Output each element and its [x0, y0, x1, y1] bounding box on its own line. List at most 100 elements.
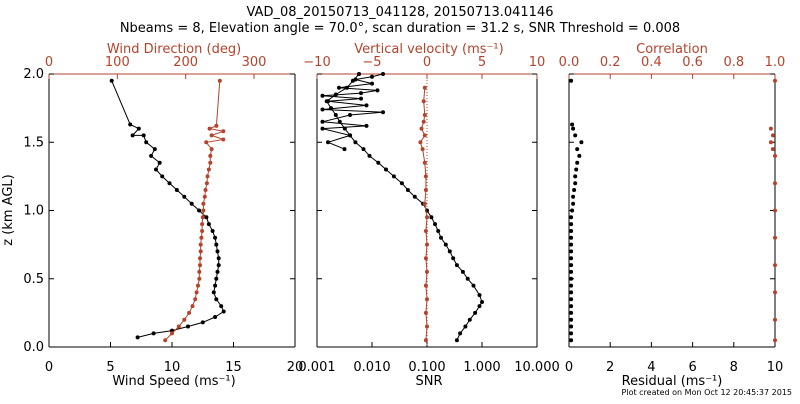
panel3-series-2-point [773, 338, 777, 343]
panel3-bottom-tick-label: 8 [730, 360, 738, 375]
panel2-series-1-point [429, 215, 434, 220]
panel2-series-2-point [423, 338, 428, 343]
panel3-series-2-point [773, 78, 777, 83]
panel2-series-2-point [422, 133, 427, 138]
panel1-series-2-point [163, 338, 168, 343]
panel2-series-2-point [423, 256, 428, 261]
panel3-series-2-point [773, 263, 777, 268]
panel3-series-2-point [773, 208, 777, 213]
figure-title-line1: VAD_08_20150713_041128, 20150713.041146 [247, 5, 554, 20]
panel1-series-2-point [187, 310, 192, 315]
y-tick-label: 1.5 [23, 135, 44, 150]
panel3-top-tick-label: 0.6 [682, 55, 703, 70]
panel3-series-1-point [571, 194, 576, 199]
panel2-series-3-point [337, 85, 341, 90]
panel3-bottom-axis-label: Residual (ms⁻¹) [622, 374, 723, 389]
panel2-series-3-point [359, 96, 363, 101]
panel3-bottom-tick-label: 6 [688, 360, 696, 375]
panel2-series-3-point [353, 77, 358, 82]
panel1-series-1-point [128, 122, 133, 127]
panel2-series-3-point [320, 107, 325, 112]
panel2-bottom-axis-label: SNR [415, 374, 442, 389]
panel1-series-1-point [213, 283, 218, 288]
panel3-series-1-point [569, 338, 574, 343]
panel3-series-1-point [569, 324, 574, 329]
y-axis-label: z (km AGL) [1, 174, 16, 245]
y-tick-label: 1.0 [23, 204, 44, 219]
panel3-series-2-point [768, 126, 773, 131]
panel1-bottom-axis-label: Wind Speed (ms⁻¹) [112, 374, 235, 389]
panel2-series-2-point [425, 242, 429, 247]
panel3-series-1-point [574, 167, 579, 172]
panel2-series-3-point [370, 74, 374, 79]
panel3-series-1-point [569, 276, 574, 281]
panel1-series-1-point [160, 174, 165, 179]
panel1-series-1-point [136, 126, 141, 131]
panel2-series-3-point [364, 103, 369, 108]
panel2-top-tick-label: −5 [362, 55, 381, 70]
panel1-top-tick-label: 0 [45, 55, 53, 70]
panel2-series-2-point [421, 99, 426, 104]
panel1-series-2-point [198, 242, 203, 247]
panel3-series-1-point [573, 133, 578, 138]
panel2-series-3-point [364, 123, 369, 128]
panel3-top-tick-label: 0.8 [723, 55, 744, 70]
panel3-series-1-point [575, 160, 580, 165]
panel1-series-2-line [164, 80, 226, 341]
panel1-series-1-point [157, 160, 162, 165]
panel1-series-2-point [196, 283, 200, 288]
panel2-series-1-point [412, 194, 417, 199]
panel2-series-3-point [326, 140, 330, 145]
panel2-series-3-point [381, 110, 385, 115]
panel2-series-2-point [425, 297, 429, 302]
panel3-top-tick-label: 0.0 [559, 55, 580, 70]
panel2-series-2-point [422, 85, 427, 90]
panel2-bottom-tick-label: 0.001 [298, 360, 335, 375]
panel2-series-2-point [423, 188, 428, 192]
panel3-top-axis-label: Correlation [636, 42, 708, 57]
panel1-top-tick-label: 100 [105, 55, 130, 70]
panel1-series-2-point [207, 126, 212, 131]
panel3-series-1-point [569, 317, 574, 322]
panel3-series-1-point [569, 235, 574, 240]
panel1-series-2-point [201, 201, 206, 206]
panel2-series-2-line [419, 87, 428, 341]
panel3-series-2-point [773, 181, 777, 186]
panel2-series-1-point [458, 331, 463, 336]
panel2-series-1-point [477, 304, 482, 309]
panel2-series-2-point [423, 310, 428, 315]
panel1-series-2-point [209, 133, 214, 138]
panel1-bottom-tick-label: 0 [45, 360, 53, 375]
panel3-series-2-point [773, 317, 777, 322]
panel3-series-1-point [569, 263, 574, 268]
panel2-series-1-point [361, 147, 366, 152]
panel2-series-1-point [465, 276, 470, 281]
panel1-series-1-point [213, 235, 218, 240]
panel2-series-1-point [405, 188, 410, 192]
panel2-series-1-point [454, 263, 459, 268]
panel1-series-2-point [198, 263, 202, 268]
panel3-series-1-point [569, 297, 574, 302]
panel2-series-3-point [342, 147, 347, 152]
panel1-series-2-point [203, 188, 208, 192]
panel2-bottom-tick-label: 0.100 [408, 360, 445, 375]
panel1-series-2-point [204, 181, 209, 186]
panel2-series-1-point [467, 317, 472, 322]
panel3-series-1-point [569, 78, 574, 83]
panel2-top-tick-label: 10 [529, 55, 546, 70]
y-tick-label: 0.0 [23, 340, 44, 355]
panel3-series-1-point [571, 126, 576, 131]
panel1-series-1-point [167, 181, 172, 186]
panel3-series-1-point [569, 215, 574, 220]
panel3-series-1-point [569, 310, 574, 315]
panel3-series-1-point [579, 140, 584, 145]
panel3-series-1-point [573, 181, 578, 186]
panel1-series-1-point [214, 297, 219, 302]
panel1-series-2-point [199, 235, 204, 240]
panel2-series-1-point [451, 256, 456, 261]
panel1-series-1-point [221, 309, 226, 314]
panel2-top-tick-label: 0 [423, 55, 431, 70]
panel3-series-1-point [569, 249, 574, 254]
panel2-top-tick-label: 5 [478, 55, 486, 70]
